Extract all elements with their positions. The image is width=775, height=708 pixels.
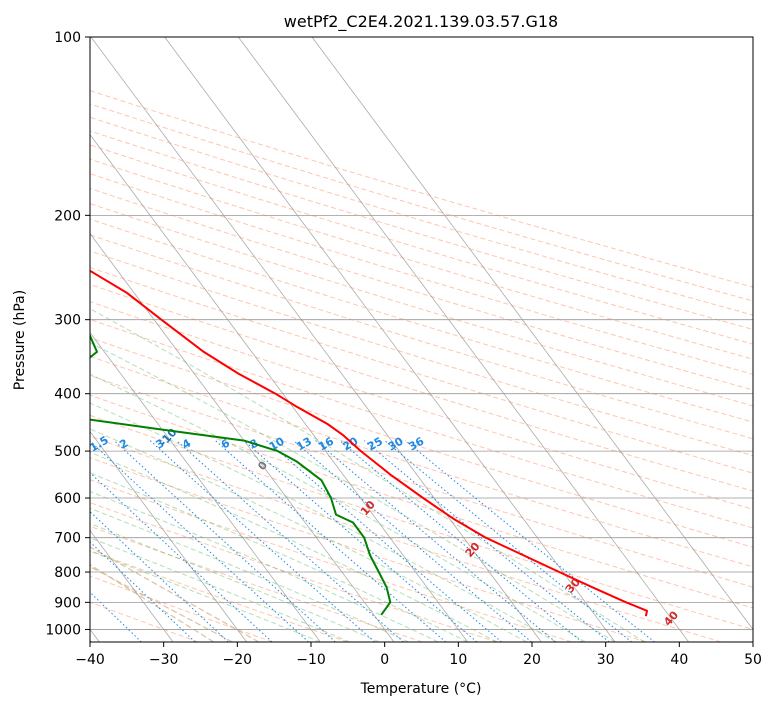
dry-adiabat	[90, 355, 753, 568]
y-tick-label: 1000	[45, 622, 81, 638]
mixing-ratio-label: 13	[294, 435, 314, 454]
x-tick-label: 20	[523, 652, 541, 668]
dry-adiabat	[90, 187, 753, 391]
y-tick-label: 100	[54, 30, 81, 46]
moist-adiabat	[90, 507, 409, 642]
dry-adiabat	[90, 301, 753, 510]
dry-adiabat	[90, 103, 753, 302]
dry-adiabat	[90, 374, 753, 588]
isotherm-line	[90, 133, 468, 642]
mixing-ratio-line	[405, 440, 655, 642]
special-curve	[90, 566, 233, 642]
x-tick-label: 50	[744, 652, 762, 668]
x-tick-label: −10	[296, 652, 326, 668]
dry-adiabat	[90, 479, 572, 642]
dry-adiabat	[90, 234, 753, 440]
y-tick-label: 500	[54, 444, 81, 460]
plot-area: 0.10.20.40.611.52346810131620253036-100-…	[0, 37, 753, 642]
dry-adiabat	[90, 394, 753, 609]
mixing-ratio-label: 20	[341, 434, 361, 453]
dry-adiabat	[90, 414, 753, 630]
dry-adiabat	[90, 218, 753, 423]
mixing-ratio-line	[176, 440, 404, 642]
y-axis-label: Pressure (hPa)	[12, 290, 28, 390]
dry-adiabat	[90, 337, 753, 548]
dry-adiabat	[90, 116, 753, 316]
mixing-ratio-label: 16	[316, 434, 336, 453]
dry-adiabat	[90, 266, 753, 474]
dry-adiabat	[90, 90, 753, 288]
mixing-ratio-label: 25	[365, 435, 385, 454]
chart-title: wetPf2_C2E4.2021.139.03.57.G18	[284, 12, 558, 32]
isotherm-label: 10	[358, 498, 378, 518]
isotherm-label: 40	[661, 608, 681, 628]
dry-adiabat	[90, 130, 753, 331]
dry-adiabat	[90, 525, 423, 642]
mixing-ratio-line	[149, 440, 375, 642]
plot-frame	[89, 36, 754, 643]
moist-adiabat	[90, 523, 380, 642]
isotherm-line	[90, 37, 542, 642]
dry-adiabat	[90, 283, 753, 492]
moist-adiabat	[90, 342, 616, 642]
moist-adiabat	[90, 472, 468, 642]
mixing-ratio-line	[339, 440, 583, 642]
x-tick-label: 30	[597, 652, 615, 668]
x-axis-label: Temperature (°C)	[360, 681, 482, 697]
dry-adiabat	[90, 144, 753, 345]
special-curve	[90, 546, 260, 642]
isotherm-line	[90, 430, 247, 642]
x-tick-label: −40	[75, 652, 105, 668]
mixing-ratio-line	[215, 440, 447, 642]
moist-adiabat	[90, 373, 586, 642]
dry-adiabat	[90, 457, 647, 642]
mixing-ratio-line	[293, 440, 532, 642]
isotherm-line	[311, 37, 753, 631]
y-tick-label: 200	[54, 208, 81, 224]
dry-adiabat	[90, 250, 753, 457]
special-curve	[90, 564, 215, 642]
mixing-ratio-label: 0.6	[13, 433, 37, 454]
isotherm-label: 20	[463, 540, 483, 560]
dry-adiabat	[90, 158, 753, 360]
x-tick-label: 40	[670, 652, 688, 668]
moist-adiabat	[90, 537, 350, 642]
dewpoint-profile-line	[90, 333, 392, 616]
y-tick-label: 300	[54, 313, 81, 329]
dry-adiabat	[90, 502, 498, 642]
mixing-ratio-line	[113, 440, 336, 642]
moist-adiabat	[90, 428, 527, 642]
dry-adiabat	[90, 203, 753, 407]
isotherm-line	[90, 232, 395, 642]
mixing-ratio-line	[243, 440, 478, 642]
x-tick-label: −20	[223, 652, 253, 668]
x-tick-label: −30	[149, 652, 179, 668]
x-tick-label: 0	[380, 652, 389, 668]
mixing-ratio-line	[90, 471, 273, 642]
y-tick-label: 800	[54, 565, 81, 581]
x-tick-label: 10	[449, 652, 467, 668]
y-tick-label: 700	[54, 531, 81, 547]
mixing-ratio-label: 2	[117, 437, 130, 452]
y-tick-label: 900	[54, 595, 81, 611]
isotherm-line	[237, 37, 689, 642]
isotherm-line	[164, 37, 616, 642]
temperature-profile-line	[90, 269, 648, 617]
moist-adiabat	[90, 451, 498, 642]
mixing-ratio-line	[363, 440, 610, 642]
isotherm-line	[90, 529, 174, 642]
mixing-ratio-label: 36	[407, 434, 427, 453]
y-tick-label: 600	[54, 491, 81, 507]
y-tick-label: 400	[54, 387, 81, 403]
mixing-ratio-line	[384, 440, 633, 642]
dry-adiabat	[90, 173, 753, 375]
mixing-ratio-label: 0.4	[0, 433, 6, 454]
dry-adiabat	[90, 318, 753, 529]
axes: −40 −30 −20 −10 0 10 20 30 40 50 100 200 300 400 500 60…	[45, 30, 762, 668]
moist-adiabat	[90, 490, 439, 642]
dry-adiabat	[90, 435, 722, 642]
isotherm-line	[90, 331, 321, 642]
mixing-ratio-line	[90, 440, 309, 642]
